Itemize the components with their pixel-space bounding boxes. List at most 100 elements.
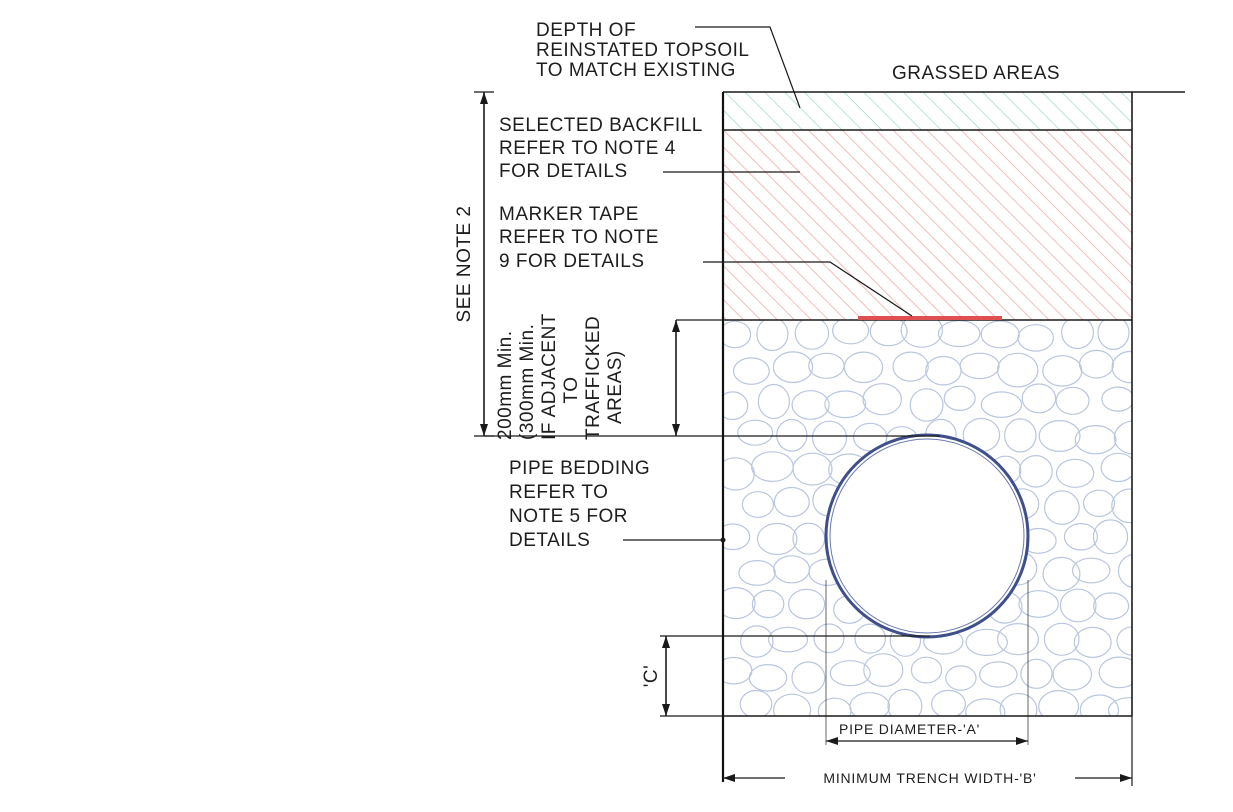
grassed-areas-label: GRASSED AREAS [892, 63, 1060, 84]
trench-width-arrow-left [723, 774, 735, 782]
bedding-stone [1100, 452, 1132, 483]
bedding-stone [1101, 386, 1132, 412]
bedding-stone [980, 391, 1023, 418]
cover-label-line5: TRAFFICKED [583, 316, 604, 440]
bedding-stone [723, 391, 749, 421]
bedding-label-line2: REFER TO [509, 482, 608, 503]
bedding-label-line3: NOTE 5 FOR [509, 506, 628, 527]
bedding-stone [1082, 489, 1116, 517]
bedding-stone [773, 693, 812, 716]
pipe-diameter-arrow-left [826, 737, 838, 745]
bedding-stone [1055, 458, 1095, 488]
marker-label-line1: MARKER TAPE [499, 204, 639, 225]
bedding-depth-arrow-top [672, 320, 680, 332]
bedding-stone [1113, 420, 1132, 455]
bedding-stone [739, 689, 773, 716]
bedding-stone [1038, 690, 1080, 716]
bedding-stone [1052, 658, 1093, 691]
bedding-stone [1043, 490, 1080, 525]
bedding-stone [787, 588, 826, 620]
bedding-stone [843, 351, 884, 384]
bedding-stone [791, 390, 830, 420]
bedding-stone [1018, 454, 1053, 488]
marker-label-line3: 9 FOR DETAILS [499, 251, 645, 272]
bedding-stone [863, 653, 904, 687]
bedding-stone [996, 352, 1039, 388]
bedding-stone [900, 320, 943, 348]
bedding-stone [931, 689, 966, 716]
bedding-label-line4: DETAILS [509, 530, 590, 551]
trench-width-label: MINIMUM TRENCH WIDTH-'B' [823, 770, 1036, 786]
bedding-stone [1063, 522, 1099, 551]
bedding-stone [757, 383, 791, 420]
backfill-label-line3: FOR DETAILS [499, 161, 628, 182]
backfill-label-line2: REFER TO NOTE 4 [499, 138, 676, 159]
bedding-stone [1071, 557, 1111, 584]
bedding-stone [813, 623, 845, 654]
bedding-stone [1003, 418, 1037, 453]
bedding-stone [1043, 622, 1080, 656]
bedding-stone [1074, 425, 1117, 455]
bedding-stone [772, 351, 814, 384]
bedding-stone [811, 420, 848, 456]
bedding-stone [1078, 349, 1114, 379]
bedding-stone [792, 452, 833, 486]
bedding-stone [1042, 556, 1081, 592]
pipe-inner-rim [829, 438, 1025, 634]
bedding-stone [773, 486, 810, 518]
bedding-stone [748, 663, 788, 692]
bedding-stone [1059, 588, 1097, 623]
bedding-stone [980, 320, 1020, 349]
bedding-stone [824, 390, 867, 419]
bedding-stone [723, 656, 753, 685]
cover-label-line2: (300mm Min. [517, 324, 538, 440]
bedding-stone [733, 357, 770, 385]
pipe-diameter-label: PIPE DIAMETER-'A' [839, 721, 980, 737]
marker-leader [703, 261, 913, 317]
bedding-stone [1055, 386, 1090, 415]
bedding-stone [849, 692, 891, 716]
bedding-stone [1098, 656, 1132, 689]
bedding-stone [1097, 320, 1130, 350]
bedding-stone [965, 698, 1006, 716]
bedding-leader-dot [720, 537, 726, 543]
bedding-stone [862, 383, 903, 416]
cover-label-line6: AREAS) [605, 350, 626, 424]
bedding-stone [1092, 519, 1129, 555]
bedding-stone [854, 623, 886, 654]
bedding-stone [943, 385, 976, 411]
topsoil-label-line2: REINSTATED TOPSOIL [536, 40, 749, 61]
backfill-label-line1: SELECTED BACKFILL [499, 115, 703, 136]
pipe-circle [824, 433, 1030, 639]
marker-label-line2: REFER TO NOTE [499, 227, 659, 248]
bedding-stone [767, 626, 809, 653]
bedding-stone [1017, 324, 1054, 352]
bedding-stone [1061, 320, 1094, 350]
bedding-stone [1042, 355, 1083, 387]
bedding-stone [792, 522, 826, 555]
topsoil-leader [695, 26, 801, 109]
bedding-stone [1107, 697, 1132, 716]
bedding-label-line1: PIPE BEDDING [509, 458, 650, 479]
topsoil-label-line1: DEPTH OF [536, 20, 636, 41]
cover-label-line3: IF ADJACENT [539, 313, 560, 440]
bedding-stone [925, 355, 962, 386]
bedding-stone [756, 320, 789, 352]
cover-depth-arrow-top [480, 92, 488, 104]
bedding-stone [1018, 590, 1059, 618]
bedding-stone [808, 352, 845, 379]
backfill-layer [723, 130, 1132, 320]
c-dimension-label: 'C' [641, 665, 662, 687]
bedding-stone [869, 320, 908, 347]
bedding-depth-arrow-bottom [672, 424, 680, 436]
bedding-stone [738, 560, 776, 586]
bedding-stone [945, 665, 977, 691]
pipe-interior [827, 436, 1027, 636]
bedding-stone [794, 320, 830, 350]
bedding-stone [1111, 488, 1132, 524]
cover-depth-label: 200mm Min. (300mm Min. IF ADJACENT TO TR… [495, 313, 626, 440]
topsoil-layer [723, 92, 1132, 130]
bedding-stone [959, 352, 1000, 380]
bedding-stone [910, 656, 943, 684]
